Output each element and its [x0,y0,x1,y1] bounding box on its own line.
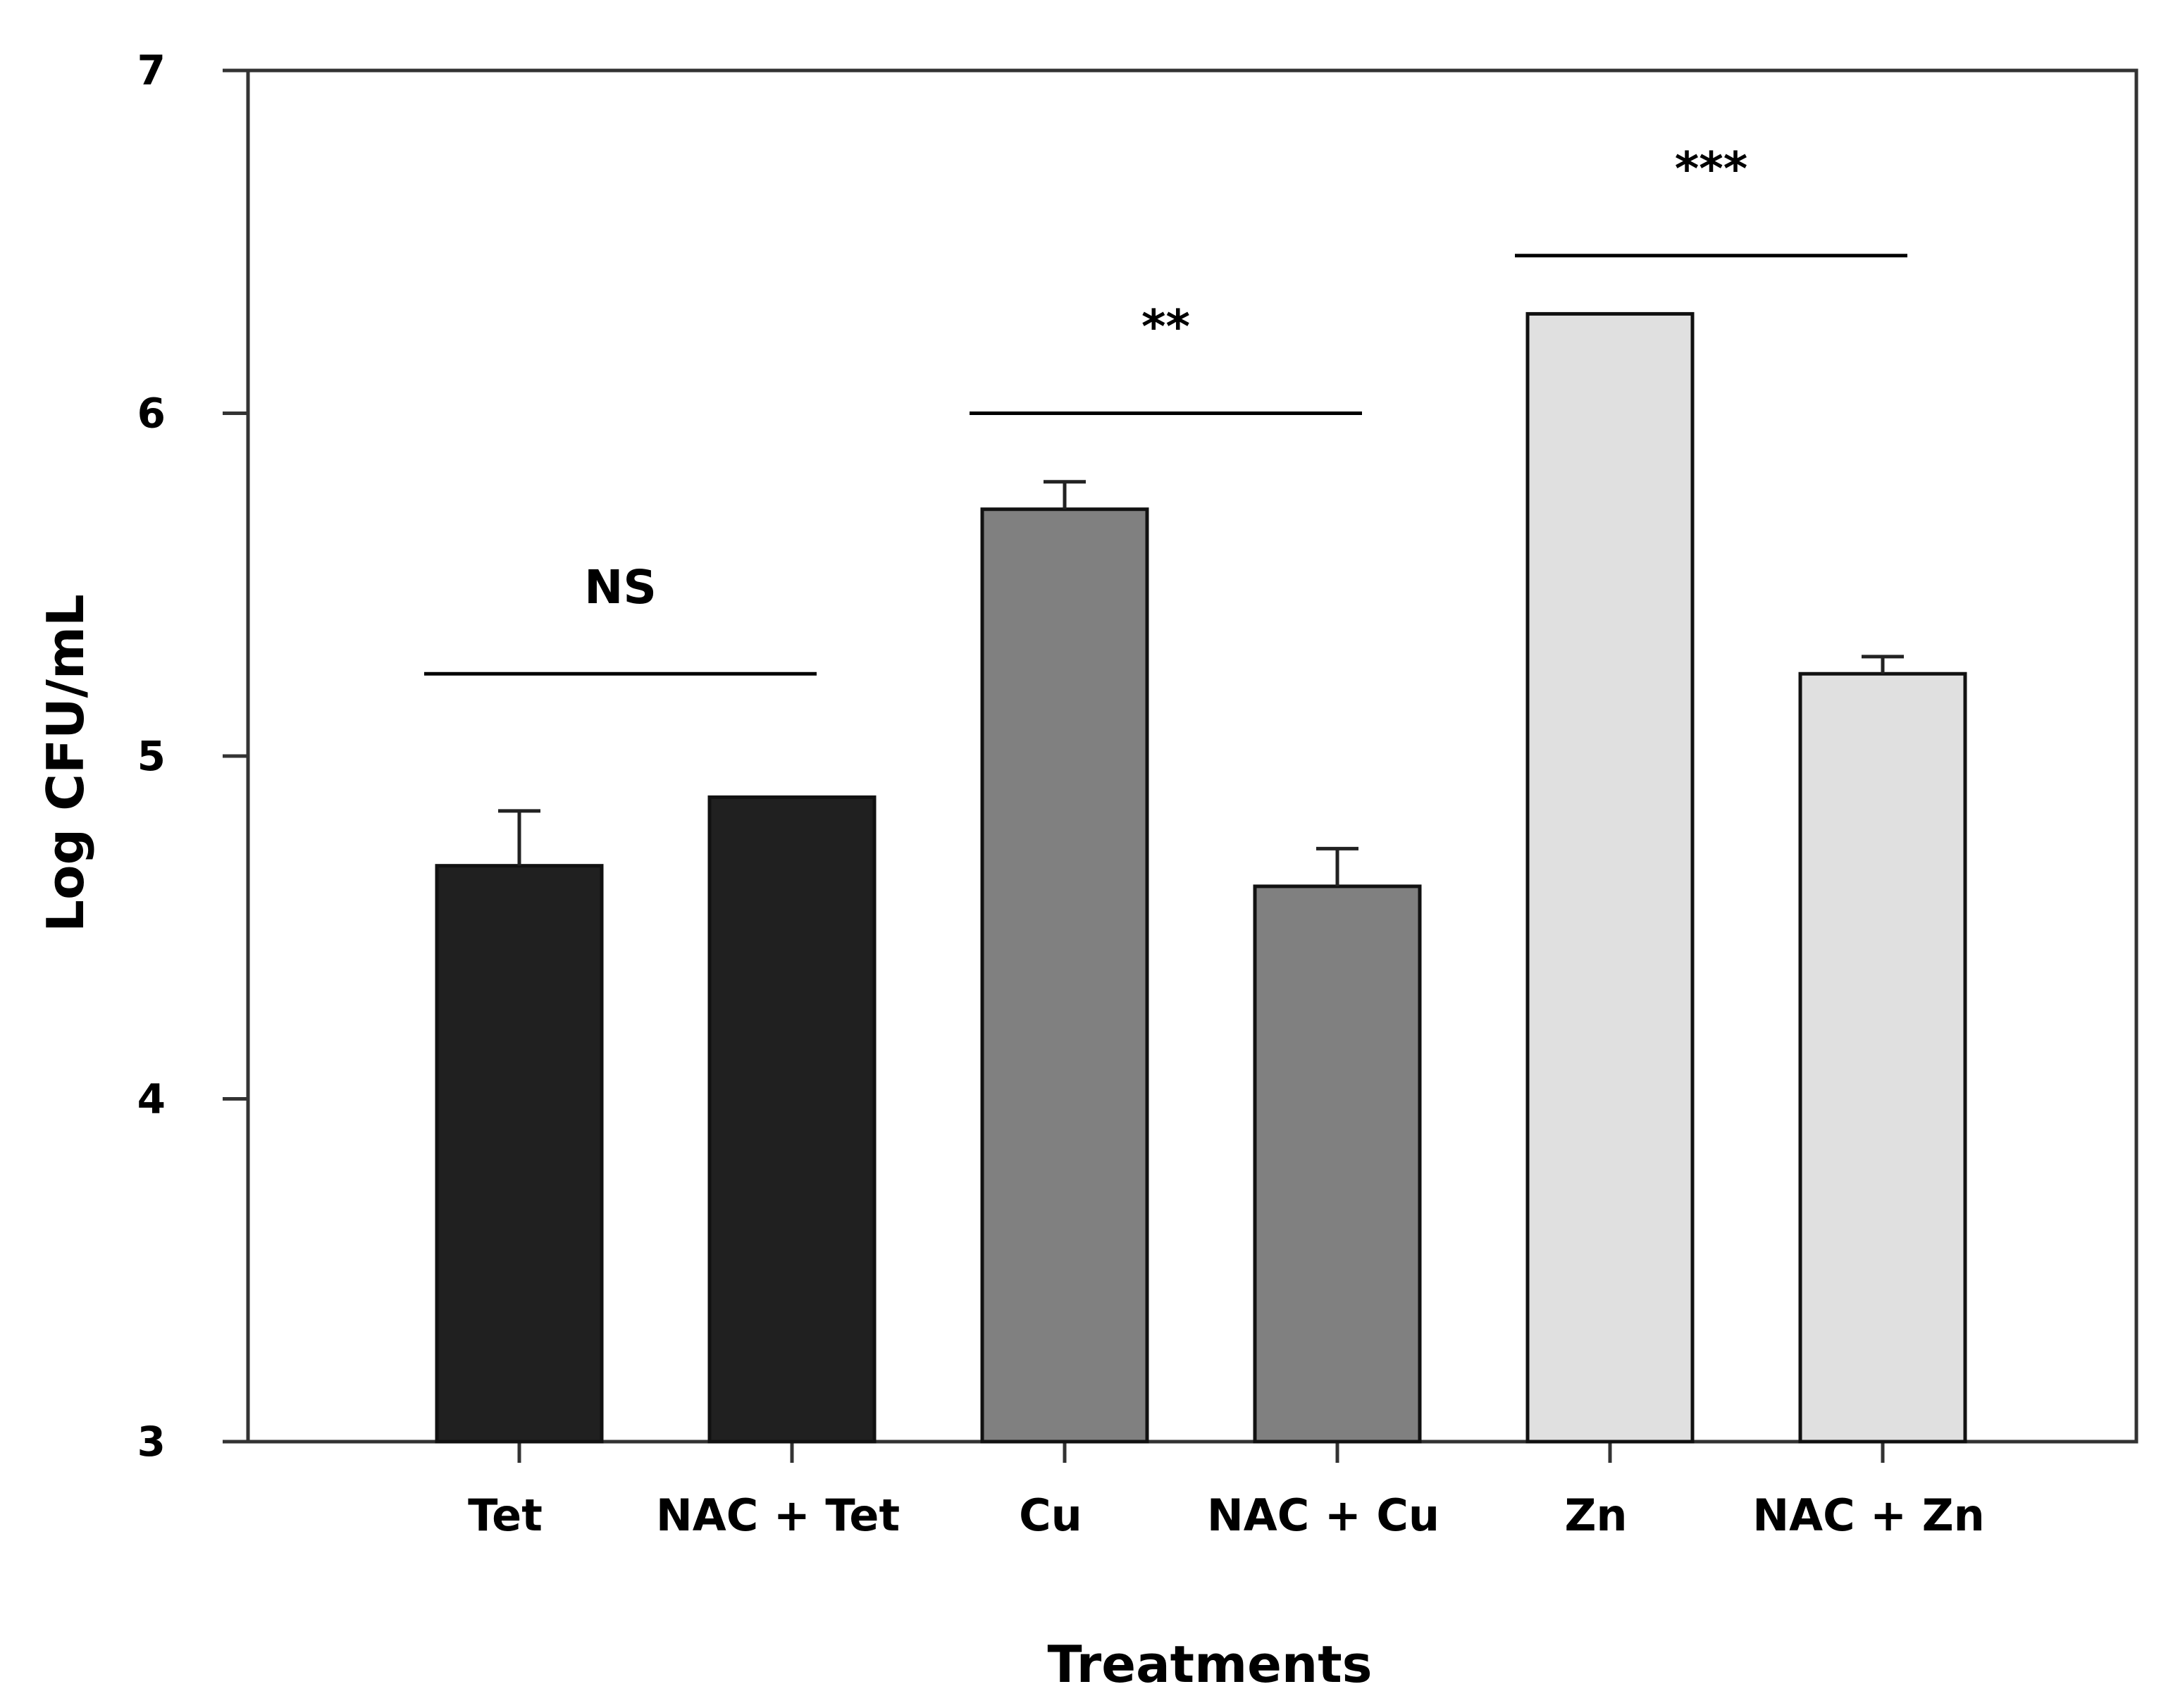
y-tick-label: 7 [137,47,166,94]
bar-nac-zn [1798,672,1967,1444]
bar-nac-tet [707,795,877,1444]
significance-label: *** [1675,142,1748,197]
bar-tet [435,864,604,1444]
x-tick-label: Tet [468,1490,543,1541]
y-axis-ticks: 3 4 5 6 7 [137,47,248,1466]
x-axis-ticks: Tet NAC + Tet Cu NAC + Cu Zn NAC + Zn [468,1442,1985,1541]
x-tick-label: Cu [1019,1490,1082,1541]
y-tick-label: 4 [137,1075,166,1123]
x-axis-title: Treatments [1048,1635,1373,1694]
significance-annotations: NS***** [424,142,1907,676]
y-tick-label: 6 [137,390,166,438]
y-tick-label: 5 [137,732,166,780]
x-tick-label: NAC + Zn [1752,1490,1985,1541]
significance-label: NS [584,560,657,614]
x-tick-label: NAC + Cu [1207,1490,1440,1541]
x-tick-label: NAC + Tet [656,1490,900,1541]
y-axis-title: Log CFU/mL [36,594,95,932]
bar-zn [1525,311,1695,1444]
bar-cu [980,507,1149,1444]
bar-nac-cu [1253,884,1422,1444]
x-tick-label: Zn [1564,1490,1627,1541]
y-tick-label: 3 [137,1418,166,1466]
bars [435,311,1967,1444]
significance-label: ** [1141,300,1190,354]
error-bars [498,480,1904,886]
